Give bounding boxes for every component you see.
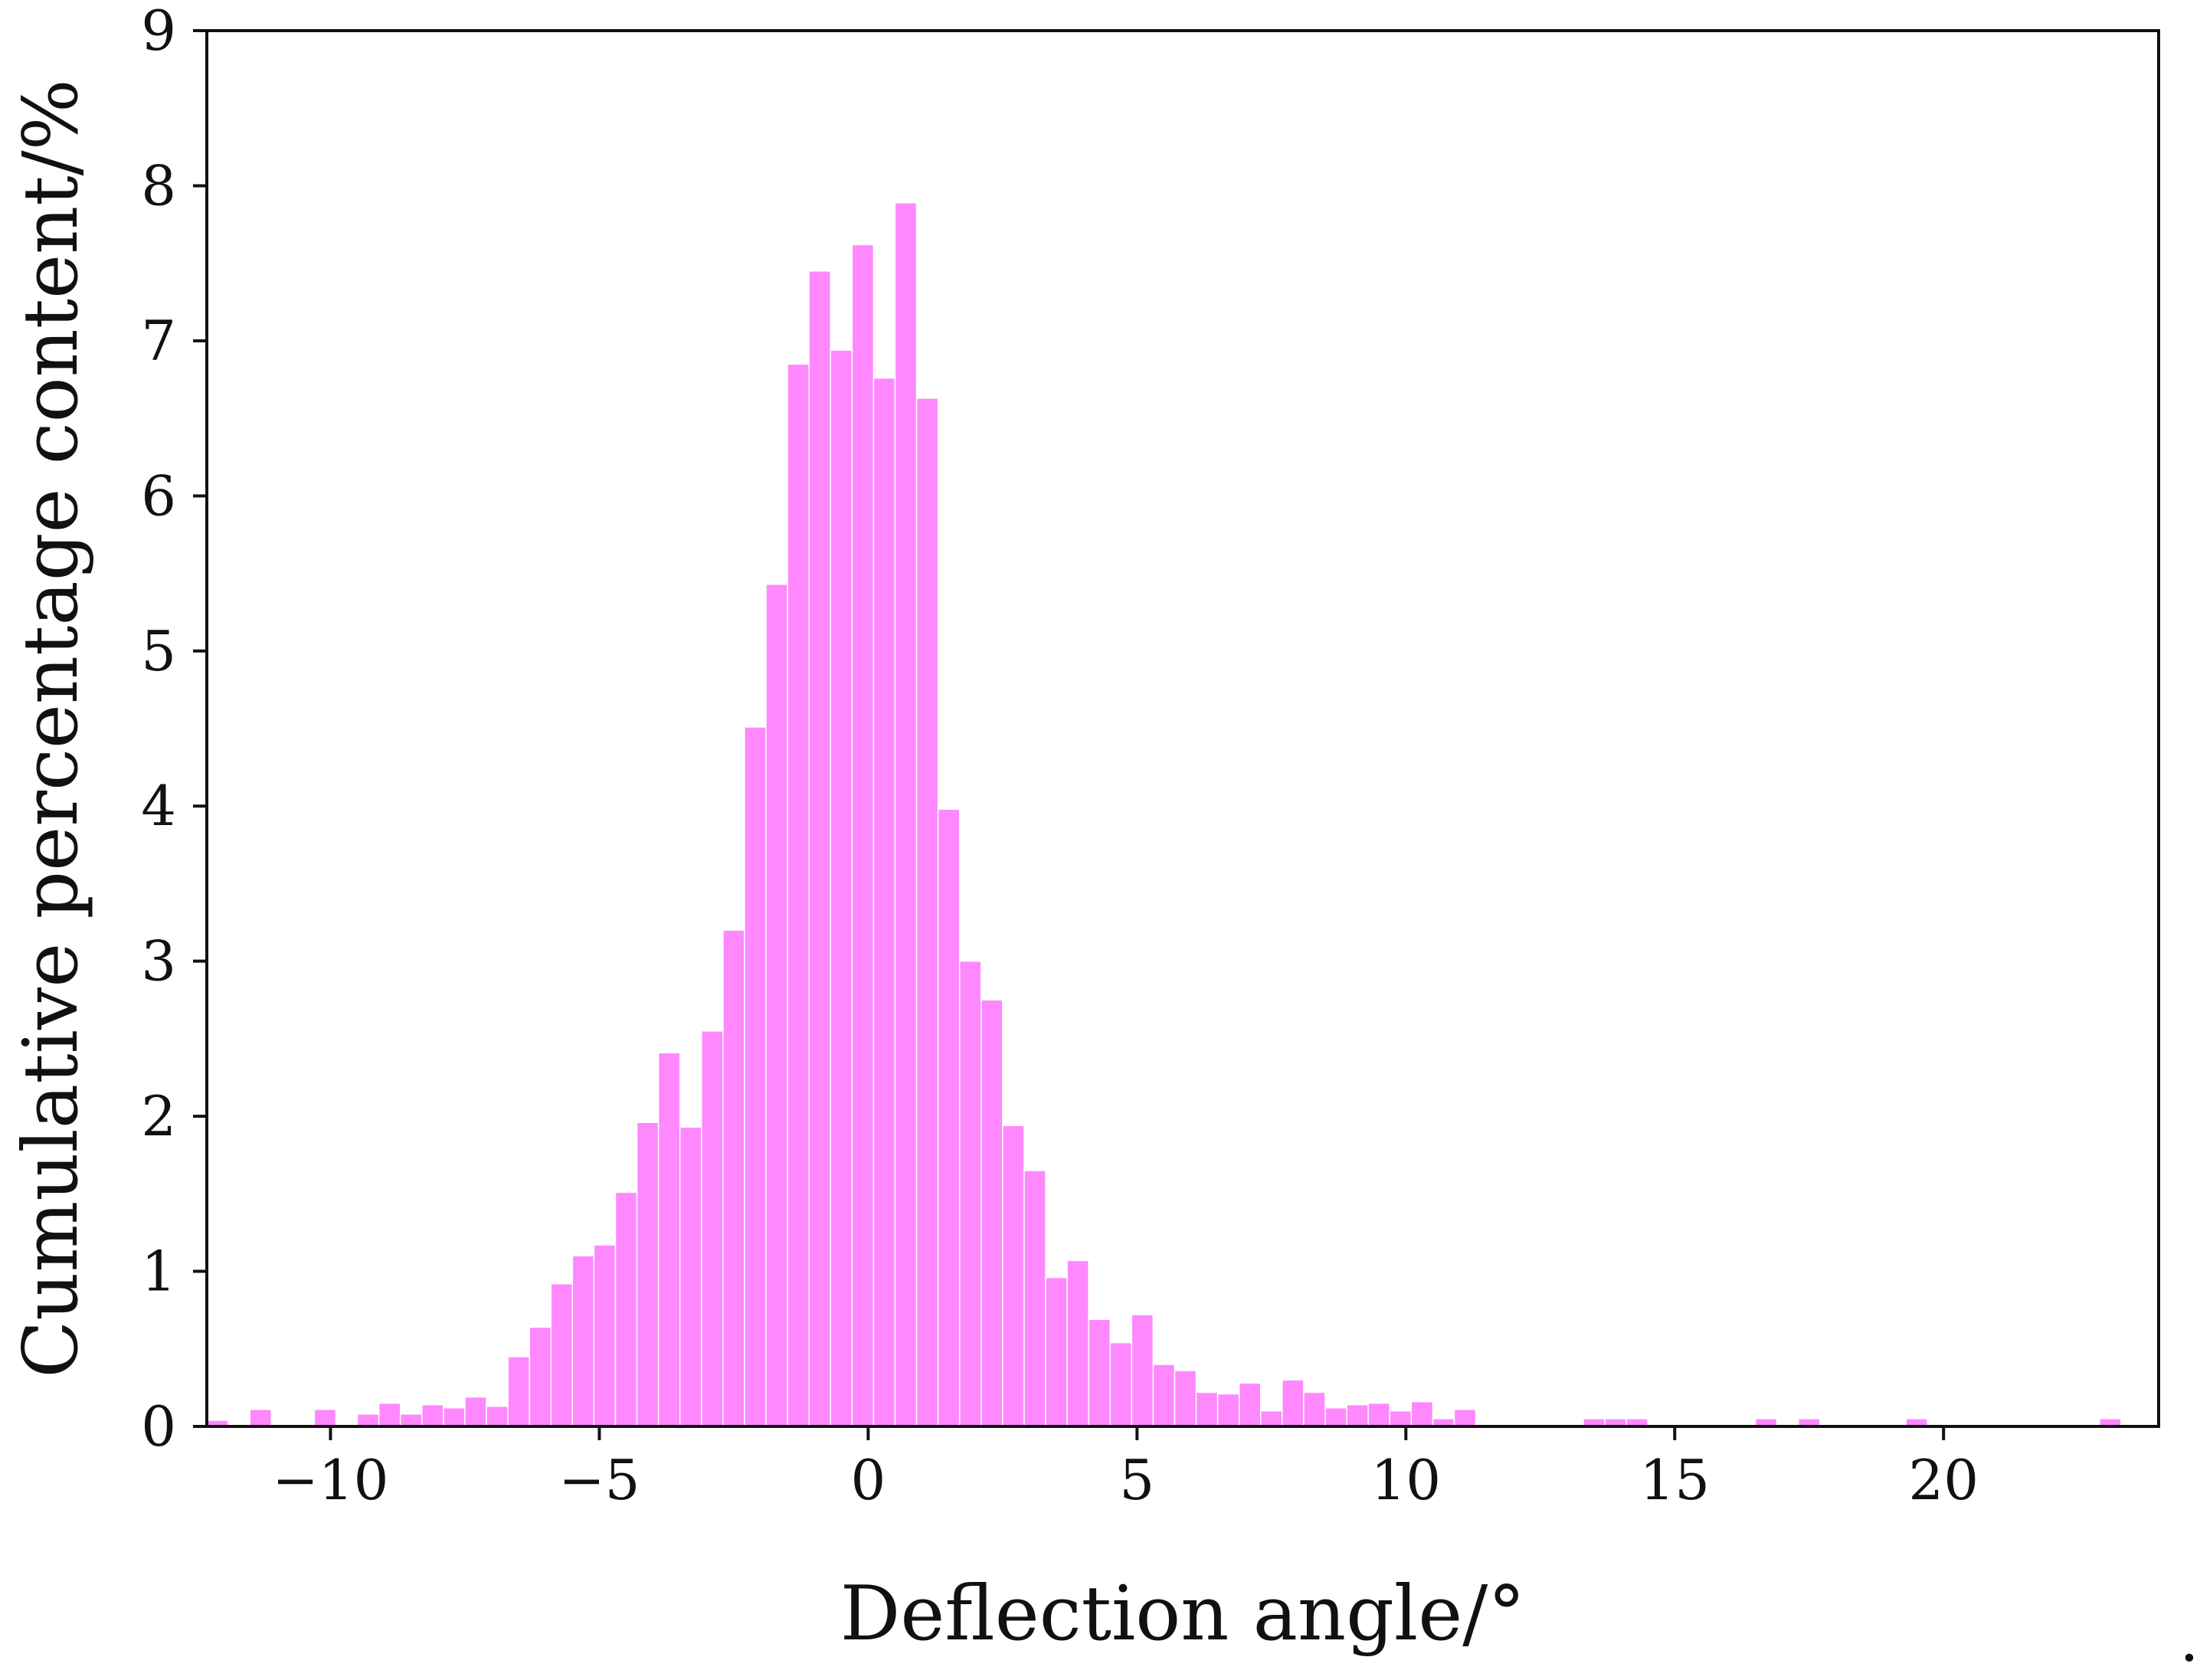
histogram-bar (915, 398, 939, 1427)
histogram-bar (894, 201, 918, 1427)
x-tick-label: 0 (850, 1448, 886, 1512)
y-tick-label: 4 (141, 774, 176, 838)
histogram-bar (1152, 1364, 1176, 1427)
y-tick-label: 3 (141, 929, 176, 994)
histogram-bar (1346, 1403, 1369, 1427)
x-tick-label: −5 (558, 1448, 640, 1512)
plot-frame (205, 29, 2160, 1428)
histogram-bar (1216, 1393, 1240, 1427)
histogram-bar (1088, 1318, 1111, 1427)
y-tick-label: 2 (141, 1084, 176, 1148)
y-tick-label: 5 (141, 619, 176, 683)
bars-layer (206, 201, 2122, 1427)
histogram-bar (851, 244, 875, 1427)
histogram-bar (356, 1413, 380, 1427)
histogram-bar (1174, 1370, 1197, 1427)
footnote-mark: . (2179, 1604, 2198, 1675)
x-tick-label: 15 (1639, 1448, 1710, 1512)
y-tick-label: 6 (141, 463, 176, 528)
histogram-bar (421, 1403, 444, 1427)
histogram-bar (808, 270, 831, 1427)
histogram-bar (1045, 1276, 1068, 1427)
histogram-bar (657, 1052, 681, 1427)
histogram-bar (636, 1122, 660, 1427)
histogram-bar (1389, 1410, 1413, 1427)
histogram-bar (765, 583, 788, 1427)
histogram-bar (1410, 1400, 1434, 1427)
histogram-bar (1282, 1379, 1305, 1427)
histogram-bar (1453, 1408, 1477, 1427)
histogram-bar (614, 1191, 638, 1427)
histogram-bar (958, 960, 982, 1427)
histogram-bar (249, 1408, 272, 1427)
histogram-bar (1367, 1402, 1390, 1427)
x-tick-label: 10 (1370, 1448, 1441, 1512)
histogram-bar (744, 726, 767, 1427)
x-axis-label: Deflection angle/° (840, 1570, 1525, 1658)
y-axis: 0 1 2 3 4 5 6 7 8 9 (141, 0, 207, 1459)
x-tick-label: −10 (272, 1448, 388, 1512)
histogram-bar (701, 1030, 724, 1427)
histogram-bar (1002, 1125, 1025, 1427)
histogram-bar (443, 1407, 466, 1427)
histogram-bar (313, 1408, 337, 1427)
histogram-bar (1303, 1391, 1326, 1427)
x-tick-label: 20 (1908, 1448, 1979, 1512)
histogram-bar (830, 349, 853, 1427)
histogram-bar (378, 1402, 401, 1427)
histogram-bar (981, 999, 1003, 1427)
histogram-bar (679, 1126, 702, 1427)
histogram-bar (1195, 1391, 1219, 1427)
histogram-bar (937, 808, 961, 1427)
histogram-bar (1260, 1410, 1283, 1427)
histogram-bar (1324, 1407, 1347, 1427)
y-tick-label: 1 (141, 1240, 176, 1304)
histogram-bar (486, 1405, 509, 1427)
histogram-bar (507, 1356, 530, 1427)
y-tick-label: 9 (141, 0, 176, 63)
y-tick-label: 0 (141, 1394, 176, 1459)
y-tick-label: 7 (141, 309, 176, 373)
histogram-bar (593, 1244, 617, 1427)
histogram-bar (529, 1326, 552, 1427)
histogram-bar (1131, 1314, 1154, 1427)
histogram-bar (722, 929, 745, 1427)
histogram-bar (399, 1413, 423, 1427)
histogram-bar (464, 1396, 487, 1427)
histogram-bar (787, 363, 810, 1427)
x-tick-label: 5 (1119, 1448, 1154, 1512)
x-axis: −10 −5 0 5 10 15 20 (272, 1426, 1979, 1512)
histogram-bar (1109, 1341, 1133, 1427)
y-tick-label: 8 (141, 153, 176, 218)
histogram-bar (1023, 1170, 1046, 1427)
y-axis-label: Cumulative percentage content/% (8, 79, 95, 1377)
histogram-bar (571, 1255, 595, 1427)
histogram-bar (1066, 1259, 1089, 1427)
histogram-bar (550, 1283, 574, 1427)
histogram-bar (872, 377, 896, 1427)
histogram-bar (1238, 1382, 1262, 1427)
